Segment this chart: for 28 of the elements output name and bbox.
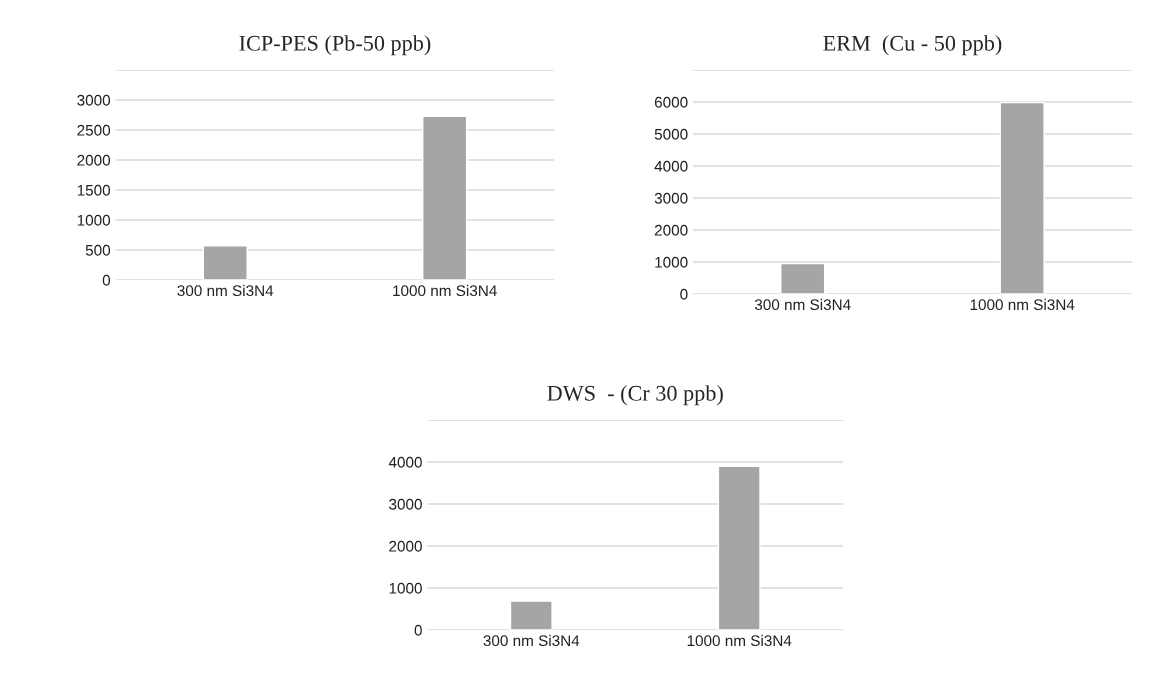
y-tick-label: 6000 xyxy=(654,96,688,108)
y-tick-label: 3000 xyxy=(654,192,688,204)
x-tick-label: 1000 nm Si3N4 xyxy=(687,634,792,647)
chart-title: ERM (Cu - 50 ppb) xyxy=(823,35,1002,56)
y-tick-label: 0 xyxy=(102,274,111,286)
x-tick-label: 300 nm Si3N4 xyxy=(754,298,851,311)
y-tick-label: 1000 xyxy=(655,256,688,268)
x-tick-label: 300 nm Si3N4 xyxy=(177,284,274,297)
x-tick-label: 300 nm Si3N4 xyxy=(483,634,580,647)
y-tick-label: 1000 xyxy=(389,582,422,594)
y-tick-label: 3000 xyxy=(77,94,111,106)
y-tick-label: 1500 xyxy=(77,184,111,196)
y-tick-label: 500 xyxy=(85,244,111,256)
y-tick-label: 2500 xyxy=(77,124,111,136)
y-tick-label: 5000 xyxy=(654,128,688,140)
chart-title: DWS - (Cr 30 ppb) xyxy=(547,385,723,406)
y-tick-label: 2000 xyxy=(389,540,422,552)
x-tick-label: 1000 nm Si3N4 xyxy=(970,298,1075,311)
y-tick-label: 4000 xyxy=(388,456,422,468)
y-tick-label: 4000 xyxy=(654,160,688,172)
y-tick-label: 3000 xyxy=(389,498,422,510)
y-tick-label: 2000 xyxy=(77,154,111,166)
y-tick-label: 1000 xyxy=(77,214,111,226)
y-tick-label: 2000 xyxy=(654,224,688,236)
y-tick-label: 0 xyxy=(414,624,422,636)
chart-title: ICP-PES (Pb-50 ppb) xyxy=(239,35,431,56)
x-tick-label: 1000 nm Si3N4 xyxy=(393,284,497,297)
y-tick-label: 0 xyxy=(680,288,688,300)
